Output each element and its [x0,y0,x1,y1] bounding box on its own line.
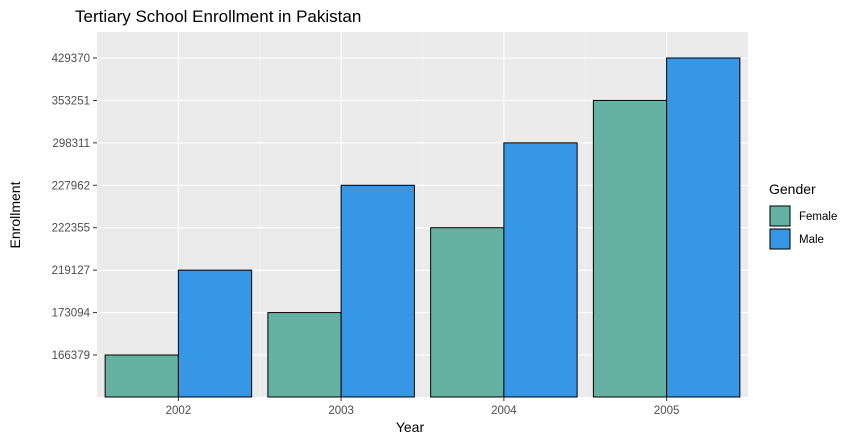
legend-swatch-female [769,205,791,227]
y-tick-label: 353251 [52,95,90,107]
x-tick-label: 2003 [328,405,354,417]
legend-title: Gender [769,181,816,197]
bar-male-2003 [340,184,415,398]
bar-male-2002 [177,269,253,398]
y-tick-label: 298311 [52,138,90,150]
bar-female-2004 [430,227,505,398]
legend-label-male: Male [799,234,824,246]
legend: Gender Female Male [769,181,837,250]
bar-male-2005 [666,57,741,398]
x-axis-label: Year [396,419,425,435]
y-tick-label: 166379 [52,350,90,362]
bar-female-2005 [592,99,668,398]
legend-label-female: Female [799,211,837,223]
y-tick-label: 429370 [52,53,90,65]
plot-area: 166379 173094 219127 222355 227962 298311 3532… [52,32,749,417]
chart-title: Tertiary School Enrollment in Pakistan [75,7,361,26]
y-tick-label: 173094 [52,308,91,320]
bar-female-2002 [104,354,179,398]
y-axis-label: Enrollment [7,181,23,248]
bar-male-2004 [503,142,578,398]
x-tick-label: 2005 [654,405,680,417]
bar-female-2003 [267,312,342,398]
y-tick-label: 219127 [52,265,90,277]
y-tick-label: 222355 [52,223,90,235]
x-tick-label: 2004 [491,405,517,417]
x-tick-label: 2002 [166,405,192,417]
y-tick-label: 227962 [52,180,90,192]
legend-swatch-male [769,228,791,250]
